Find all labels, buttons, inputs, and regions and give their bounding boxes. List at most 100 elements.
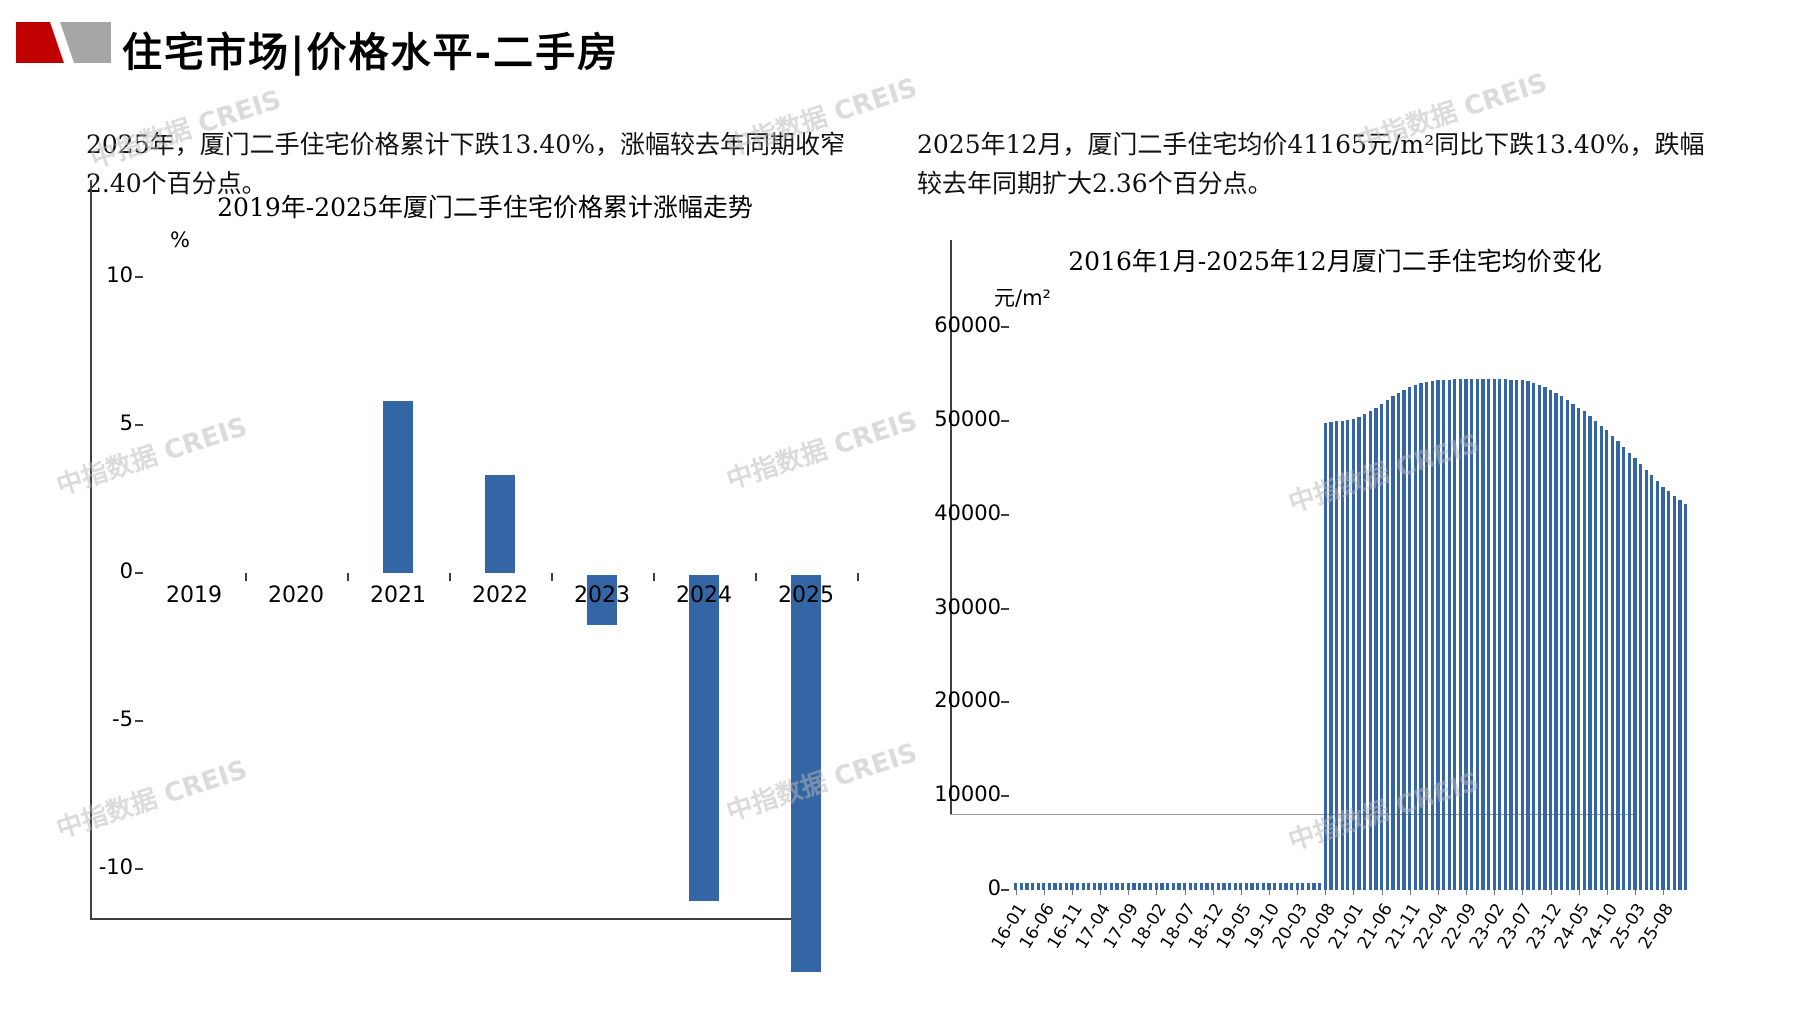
logo-gray-shape	[60, 22, 111, 63]
right-chart-x-tick	[1240, 890, 1242, 895]
right-chart-plot: 60000 50000 40000 30000 20000 10000 0 16-01 16-0…	[934, 240, 1770, 1010]
right-chart-y-tick-label: 40000	[934, 500, 1001, 525]
right-chart-bar	[1120, 883, 1125, 890]
right-chart-x-tick	[1381, 890, 1383, 895]
right-chart-x-tick	[1325, 890, 1327, 895]
right-chart-bar	[1216, 883, 1220, 890]
right-chart-x-tick	[1578, 890, 1580, 895]
right-chart-bar	[1194, 883, 1198, 890]
right-chart-bar	[1408, 387, 1412, 890]
right-chart-y-tick	[1001, 326, 1009, 328]
right-chart-bar	[1622, 447, 1626, 890]
right-chart-bar	[1627, 452, 1631, 890]
right-chart-bar	[1582, 411, 1586, 890]
left-chart-x-tick	[347, 573, 349, 581]
right-chart-bar	[1509, 379, 1513, 890]
right-chart-x-tick	[1437, 890, 1439, 895]
right-chart-bar	[1531, 383, 1536, 890]
right-chart-bar	[1441, 379, 1446, 890]
left-chart-x-label: 2021	[370, 583, 426, 608]
right-chart-bar	[1166, 883, 1170, 890]
right-chart-bar	[1385, 400, 1389, 890]
right-chart-bar	[1109, 883, 1113, 890]
right-chart-y-tick	[1001, 419, 1009, 422]
left-chart-y-axis-line	[90, 180, 92, 918]
right-chart-bar	[1115, 883, 1119, 890]
slide-logo	[16, 22, 111, 63]
left-chart-x-label: 2024	[676, 583, 732, 608]
commentary-left: 2025年，厦门二手住宅价格累计下跌13.40%，涨幅较去年同期收窄2.40个百…	[86, 130, 845, 198]
right-chart-x-tick	[1071, 890, 1073, 895]
right-chart-y-tick	[1001, 607, 1009, 610]
page-title: 住宅市场|价格水平-二手房	[122, 29, 620, 76]
left-chart-y-tick-label: -5	[112, 707, 133, 731]
right-chart-bar	[1154, 883, 1159, 890]
left-chart-x-label: 2022	[472, 583, 528, 608]
left-chart-y-tick	[135, 868, 143, 870]
right-chart-bar	[1571, 403, 1575, 890]
left-chart-bar	[689, 575, 719, 901]
right-chart-title: 2016年1月-2025年12月厦门二手住宅均价变化	[1068, 247, 1602, 276]
left-chart-x-label: 2020	[268, 583, 324, 608]
left-chart-x-tick	[857, 573, 859, 581]
right-chart-bar	[1025, 883, 1029, 890]
right-chart-baseline	[950, 814, 1635, 815]
right-chart-bar	[1661, 486, 1665, 890]
right-chart-bar	[1261, 883, 1266, 890]
right-chart-bar	[1188, 883, 1192, 890]
left-chart-x-tick	[245, 573, 247, 581]
right-chart-bar	[1267, 883, 1271, 890]
right-chart-y-tick-label: 0	[987, 876, 1001, 900]
right-chart-bar	[1064, 883, 1068, 890]
left-chart-bar	[485, 475, 515, 573]
right-chart-y-tick-label: 20000	[934, 688, 1001, 713]
left-chart-x-label: 2025	[778, 583, 834, 608]
right-chart-bar	[1177, 883, 1181, 890]
right-chart-bar	[1391, 396, 1395, 890]
right-chart-bar	[1464, 378, 1468, 890]
left-chart-bar	[791, 575, 821, 972]
right-chart-bar	[1199, 883, 1204, 890]
right-chart-bar	[1430, 381, 1434, 890]
right-chart-bar	[1329, 421, 1333, 890]
right-chart-bar	[1447, 379, 1451, 890]
right-chart-bar	[1042, 883, 1046, 890]
right-chart-x-tick	[1663, 890, 1665, 895]
right-chart-bar	[1053, 883, 1057, 890]
right-chart-y-tick	[1001, 889, 1009, 891]
right-chart-bar	[1087, 883, 1091, 890]
right-chart-bar	[1436, 380, 1440, 890]
right-chart-x-tick	[1015, 890, 1017, 895]
right-chart-bar	[1233, 883, 1237, 890]
right-chart-bar	[1036, 883, 1040, 890]
right-chart-bar	[1334, 420, 1339, 890]
left-chart-bar	[587, 575, 617, 626]
right-chart-x-tick	[1128, 890, 1130, 895]
right-chart-x-tick	[1466, 890, 1468, 895]
left-chart-y-tick	[135, 572, 143, 574]
right-chart-x-tick	[1606, 890, 1608, 895]
right-chart-bar	[1678, 499, 1682, 890]
right-chart-bar	[1379, 403, 1384, 890]
right-chart-x-tick	[1522, 890, 1524, 895]
right-chart-bar	[1014, 883, 1018, 890]
right-chart-x-tick	[1156, 890, 1158, 895]
right-chart-bar	[1143, 883, 1147, 890]
right-chart-y-tick-label: 10000	[934, 782, 1001, 807]
right-chart-bar	[1526, 381, 1530, 890]
right-chart: 2016年1月-2025年12月厦门二手住宅均价变化 元/m² 60000 500…	[934, 240, 1770, 1010]
right-chart-y-tick-label: 60000	[934, 313, 1001, 337]
left-chart-title: 2019年-2025年厦门二手住宅价格累计涨幅走势	[217, 193, 753, 222]
right-chart-x-tick	[1550, 890, 1552, 895]
left-chart-y-tick	[135, 276, 143, 278]
right-chart-y-tick-label: 50000	[934, 406, 1001, 431]
right-chart-bar	[1075, 883, 1080, 890]
left-chart-y-tick-label: 5	[119, 411, 133, 435]
right-chart-bar	[1211, 883, 1215, 890]
right-chart-bar	[1520, 380, 1524, 890]
right-chart-bar	[1284, 883, 1288, 890]
right-chart-bar	[1019, 883, 1023, 890]
right-chart-bar	[1272, 883, 1277, 890]
right-chart-bar	[1368, 411, 1372, 890]
right-chart-bar	[1306, 883, 1311, 890]
